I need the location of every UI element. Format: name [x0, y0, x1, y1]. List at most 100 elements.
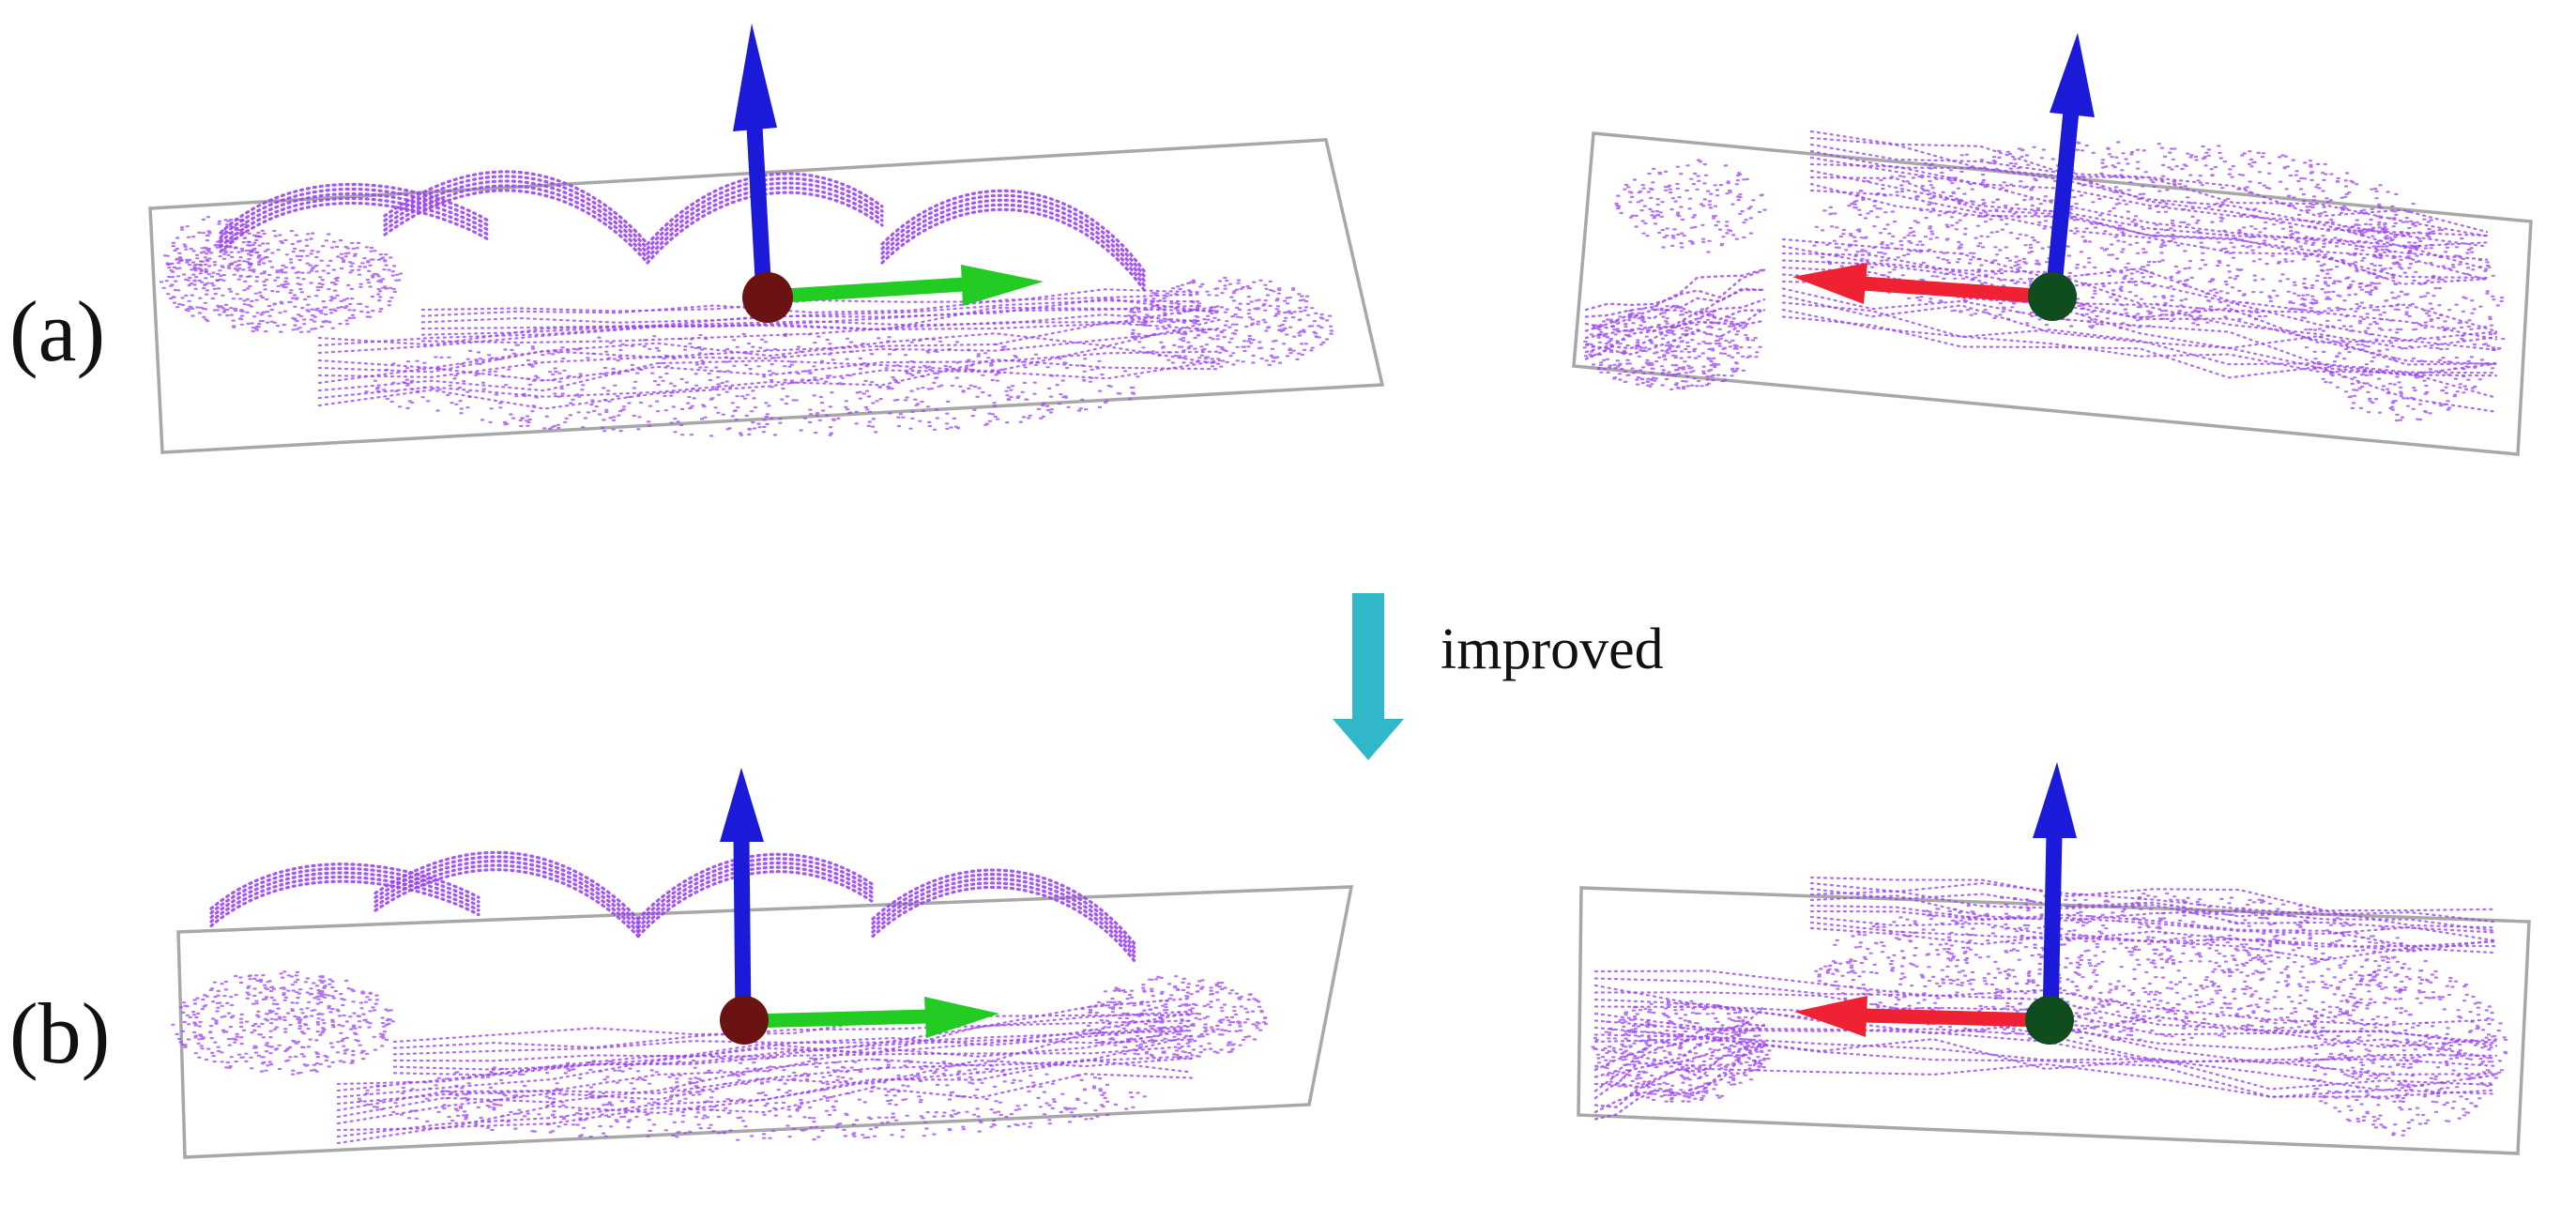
point-cloud-strand [636, 861, 875, 929]
point-cloud-strand [871, 885, 1137, 964]
point-cloud-strand [336, 1012, 1194, 1099]
vertical-axis-arrow [733, 836, 752, 1021]
point-cloud-scatter [159, 229, 403, 333]
point-cloud-strand [336, 1010, 1194, 1092]
bounding-box-a-left [148, 138, 1385, 454]
point-cloud-strand [880, 207, 1147, 293]
point-cloud-strand [1593, 1022, 1766, 1078]
point-cloud-strand [392, 1019, 1194, 1049]
point-cloud-strand [336, 1055, 1194, 1132]
improve-arrow-head [1333, 719, 1404, 760]
point-cloud-strand [219, 187, 490, 239]
point-cloud-strand [209, 863, 480, 910]
point-cloud-strand [1593, 1040, 1766, 1092]
point-cloud-strand [1809, 143, 2489, 237]
point-cloud-strand [1781, 259, 2498, 350]
point-cloud-strand [392, 1014, 1194, 1044]
point-cloud-strand [317, 318, 1222, 374]
point-cloud-strand [1781, 280, 2498, 366]
point-cloud-strand [1809, 921, 2498, 948]
point-cloud-strand [420, 319, 1203, 344]
point-cloud-strand [336, 1029, 1194, 1106]
horizontal-axis-arrow [1863, 1008, 2047, 1028]
vertical-axis-arrowhead [2050, 33, 2095, 117]
down-arrow-icon [1333, 593, 1404, 760]
vertical-axis-arrowhead [733, 23, 777, 131]
horizontal-axis-arrow [1861, 276, 2050, 304]
bounding-box-b-left [176, 885, 1354, 1159]
point-cloud-strand [373, 855, 640, 925]
origin-marker [2028, 272, 2077, 321]
point-cloud-strand [1584, 267, 1766, 312]
point-cloud-strand [880, 198, 1147, 283]
point-cloud-strand [1809, 887, 2498, 929]
point-cloud-strand [1781, 237, 2498, 333]
point-cloud-strand [1593, 1023, 1766, 1086]
point-cloud-scatter [1591, 1000, 1772, 1103]
point-cloud-scatter [1614, 159, 1767, 253]
point-cloud-strand [209, 866, 480, 915]
point-cloud-strand [1809, 169, 2489, 271]
point-cloud-strand [1809, 136, 2489, 237]
point-cloud-strand [1809, 890, 2498, 934]
point-cloud-b-left [171, 850, 1269, 1145]
horizontal-axis-arrowhead [924, 997, 999, 1038]
point-cloud-strand [1809, 909, 2498, 948]
point-cloud-a-left [159, 170, 1334, 437]
horizontal-axis-arrowhead [1792, 263, 1867, 304]
point-cloud-strand [317, 350, 1222, 385]
point-cloud-strand [871, 868, 1137, 947]
point-cloud-strand [880, 193, 1147, 279]
point-cloud-strand [1584, 298, 1766, 340]
point-cloud-strand [636, 852, 875, 921]
coordinate-axes-b-right [1794, 762, 2077, 1045]
vertical-axis-arrowhead [720, 768, 764, 842]
bounding-box-b-right [1577, 886, 2531, 1155]
point-cloud-strand [209, 879, 480, 928]
point-cloud-scatter [2300, 219, 2506, 422]
vertical-axis-arrow [746, 126, 772, 297]
point-cloud-scatter [2298, 967, 2508, 1137]
panel-label-a: (a) [9, 283, 105, 379]
point-cloud-strand [219, 201, 490, 253]
coordinate-axes-a-left [733, 23, 1044, 323]
point-cloud-strand [373, 850, 640, 921]
coordinate-axes-b-left [720, 768, 999, 1045]
point-cloud-strand [1593, 1056, 1766, 1121]
point-cloud-strand [1809, 881, 2498, 924]
point-cloud-strand [383, 179, 649, 255]
point-cloud-strand [1781, 245, 2498, 341]
point-cloud-strand [209, 876, 480, 924]
point-cloud-strand [1781, 315, 2498, 413]
vertical-axis-arrow [2042, 832, 2063, 1021]
point-cloud-strand [871, 881, 1137, 960]
point-cloud-strand [392, 1038, 1194, 1071]
point-cloud-strand [871, 873, 1137, 951]
point-cloud-strand [219, 191, 490, 244]
point-cloud-strand [336, 1024, 1194, 1112]
point-cloud-strand [1593, 1012, 2498, 1067]
horizontal-axis-arrowhead [1794, 996, 1867, 1037]
vertical-axis-arrow [2045, 110, 2080, 297]
point-cloud-strand [336, 1058, 1194, 1138]
point-cloud-strand [336, 1057, 1194, 1125]
point-cloud-strand [392, 1025, 1194, 1062]
point-cloud-strand [209, 871, 480, 919]
point-cloud-strand [317, 345, 1222, 392]
point-cloud-strand [317, 358, 1222, 400]
point-cloud-scatter [1126, 276, 1334, 368]
point-cloud-strand [880, 203, 1147, 288]
point-cloud-strand [420, 293, 1203, 317]
point-cloud-b-right [1591, 876, 2508, 1137]
improve-arrow-shaft [1352, 593, 1384, 721]
point-cloud-scatter [1080, 975, 1269, 1061]
point-cloud-strand [1584, 288, 1766, 332]
point-cloud-strand [1593, 1045, 1766, 1109]
point-cloud-strand [1593, 1026, 2498, 1092]
point-cloud-strand [1593, 969, 2498, 1027]
point-cloud-strand [383, 184, 649, 260]
point-cloud-strand [373, 863, 640, 934]
point-cloud-strand [383, 175, 649, 251]
point-cloud-strand [336, 1073, 1194, 1145]
point-cloud-strand [383, 170, 649, 246]
